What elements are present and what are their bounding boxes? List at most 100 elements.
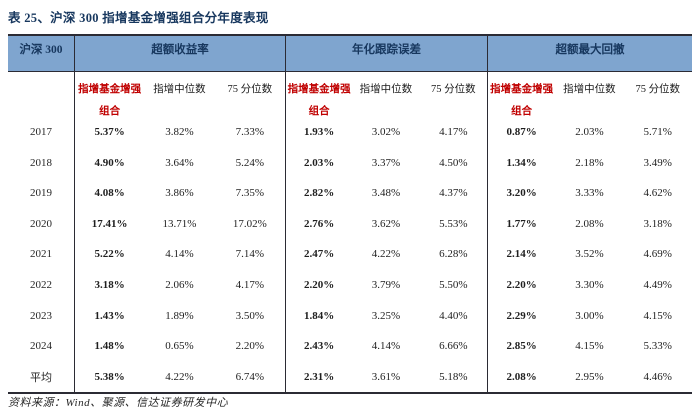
table-cell: 3.25% — [371, 309, 401, 322]
column-group-excess-return: 超额收益率 — [74, 36, 285, 71]
table-cell: 4.49% — [643, 279, 672, 291]
table-cell: 2.47% — [284, 239, 352, 270]
table-cell: 4.22% — [371, 248, 401, 261]
table-cell: 3.18% — [643, 217, 672, 230]
table-cell: 5.24% — [235, 156, 264, 169]
table-cell: 1.48% — [74, 330, 144, 362]
table-cell: 2.14% — [486, 239, 555, 270]
table-cell: 4.37% — [439, 187, 468, 200]
table-cell: 4.15% — [575, 340, 604, 353]
table-cell: 4.17% — [235, 279, 264, 291]
table-cell: 2.06% — [165, 279, 194, 291]
table-cell: 4.46% — [643, 370, 672, 383]
table-cell: 1.84% — [284, 300, 352, 331]
table-cell: 4.22% — [165, 370, 194, 383]
table-cell: 17.41% — [74, 208, 144, 240]
table-cell: 2.85% — [486, 330, 555, 362]
table-row: 2018 4.90% 3.64% 5.24% 2.03% 3.37% 4.50% 1.34% 2… — [8, 147, 692, 179]
row-label-year: 2022 — [30, 279, 52, 291]
table-cell: 3.48% — [371, 187, 401, 200]
table-cell: 5.38% — [74, 361, 144, 392]
table-cell: 3.49% — [643, 156, 672, 169]
table-body: 2017 5.37% 3.82% 7.33% 1.93% 3.02% 4.17% 0.87% 2… — [8, 117, 692, 392]
table-cell: 3.52% — [575, 248, 604, 261]
table-row: 平均 5.38% 4.22% 6.74% 2.31% 3.61% 5.18% 2.08% 2.9… — [8, 361, 692, 392]
column-header-index-name: 沪深 300 — [19, 44, 63, 56]
table-cell: 2.31% — [284, 361, 352, 392]
row-label-year: 2020 — [30, 217, 52, 230]
table-cell: 0.65% — [165, 340, 194, 353]
table-cell: 5.33% — [643, 340, 672, 353]
table-cell: 2.08% — [575, 217, 604, 230]
table-cell: 5.37% — [74, 117, 144, 148]
table-cell: 3.20% — [486, 178, 555, 209]
column-group-max-drawdown: 超额最大回撤 — [487, 36, 692, 71]
subcolumn-header-portfolio: 指增基金增强组合 — [486, 72, 555, 123]
table-cell: 4.50% — [439, 156, 468, 169]
table-cell: 3.79% — [371, 279, 401, 291]
table-cell: 3.82% — [165, 126, 194, 139]
table-cell: 4.69% — [643, 248, 672, 261]
row-label-year: 2018 — [30, 156, 52, 169]
row-label-year: 2023 — [30, 309, 52, 322]
subcolumn-header-median: 指增中位数 — [359, 84, 413, 95]
table-cell: 3.86% — [165, 187, 194, 200]
column-group-tracking-error: 年化跟踪误差 — [285, 36, 487, 71]
subcolumn-header-median: 指增中位数 — [563, 84, 616, 95]
table-cell: 4.40% — [439, 309, 468, 322]
table-cell: 3.02% — [371, 126, 401, 139]
table-cell: 5.71% — [643, 126, 672, 139]
table-cell: 1.43% — [74, 300, 144, 331]
table-cell: 2.18% — [575, 156, 604, 169]
row-label-year: 2019 — [30, 187, 52, 200]
table-row: 2019 4.08% 3.86% 7.35% 2.82% 3.48% 4.37% 3.20% 3… — [8, 178, 692, 209]
table-cell: 2.20% — [235, 340, 264, 353]
table-cell: 4.14% — [371, 340, 401, 353]
table-cell: 1.77% — [486, 208, 555, 240]
subcolumn-header-p75: 75 分位数 — [430, 84, 476, 95]
table-cell: 5.50% — [439, 279, 468, 291]
table-cell: 17.02% — [232, 217, 267, 230]
table-cell: 13.71% — [162, 217, 197, 230]
table-cell: 1.34% — [486, 147, 555, 179]
table-cell: 4.17% — [439, 126, 468, 139]
table-cell: 2.08% — [486, 361, 555, 392]
table-cell: 3.33% — [575, 187, 604, 200]
table-row: 2024 1.48% 0.65% 2.20% 2.43% 4.14% 6.66% 2.85% 4… — [8, 330, 692, 362]
table-cell: 4.90% — [74, 147, 144, 179]
table-cell: 3.64% — [165, 156, 194, 169]
table-cell: 7.33% — [235, 126, 264, 139]
table-cell: 5.18% — [439, 370, 468, 383]
table-cell: 0.87% — [486, 117, 555, 148]
table-cell: 4.08% — [74, 178, 144, 209]
table-cell: 4.15% — [643, 309, 672, 322]
table-header-row: 沪深 300 超额收益率 年化跟踪误差 超额最大回撤 — [8, 36, 692, 72]
table-cell: 4.14% — [165, 248, 194, 261]
table-cell: 3.00% — [575, 309, 604, 322]
table-cell: 2.82% — [284, 178, 352, 209]
row-label-year: 2024 — [30, 340, 52, 353]
table-cell: 2.20% — [284, 269, 352, 301]
table-cell: 4.62% — [643, 187, 672, 200]
table-cell: 5.53% — [439, 217, 468, 230]
table-row: 2020 17.41% 13.71% 17.02% 2.76% 3.62% 5.53% 1.7… — [8, 208, 692, 240]
subcolumn-header-portfolio: 指增基金增强组合 — [74, 72, 144, 123]
table-cell: 2.29% — [486, 300, 555, 331]
table-cell: 3.50% — [235, 309, 264, 322]
table-row: 2022 3.18% 2.06% 4.17% 2.20% 3.79% 5.50% 2.20% 3… — [8, 269, 692, 301]
subcolumn-header-portfolio: 指增基金增强组合 — [284, 72, 352, 123]
table-cell: 2.20% — [486, 269, 555, 301]
row-label-year: 2021 — [30, 248, 52, 261]
table-cell: 3.37% — [371, 156, 401, 169]
source-note: 资料来源：Wind、聚源、信达证券研发中心 — [8, 397, 229, 409]
row-label-year: 平均 — [30, 371, 52, 384]
table-cell: 2.03% — [284, 147, 352, 179]
subcolumn-header-median: 指增中位数 — [153, 84, 206, 95]
row-label-year: 2017 — [30, 126, 52, 139]
table-cell: 6.66% — [439, 340, 468, 353]
table-cell: 1.93% — [284, 117, 352, 148]
performance-table: 沪深 300 超额收益率 年化跟踪误差 超额最大回撤 指增基金增强组合 指增中位… — [8, 34, 692, 394]
table-cell: 6.28% — [439, 248, 468, 261]
table-cell: 3.30% — [575, 279, 604, 291]
